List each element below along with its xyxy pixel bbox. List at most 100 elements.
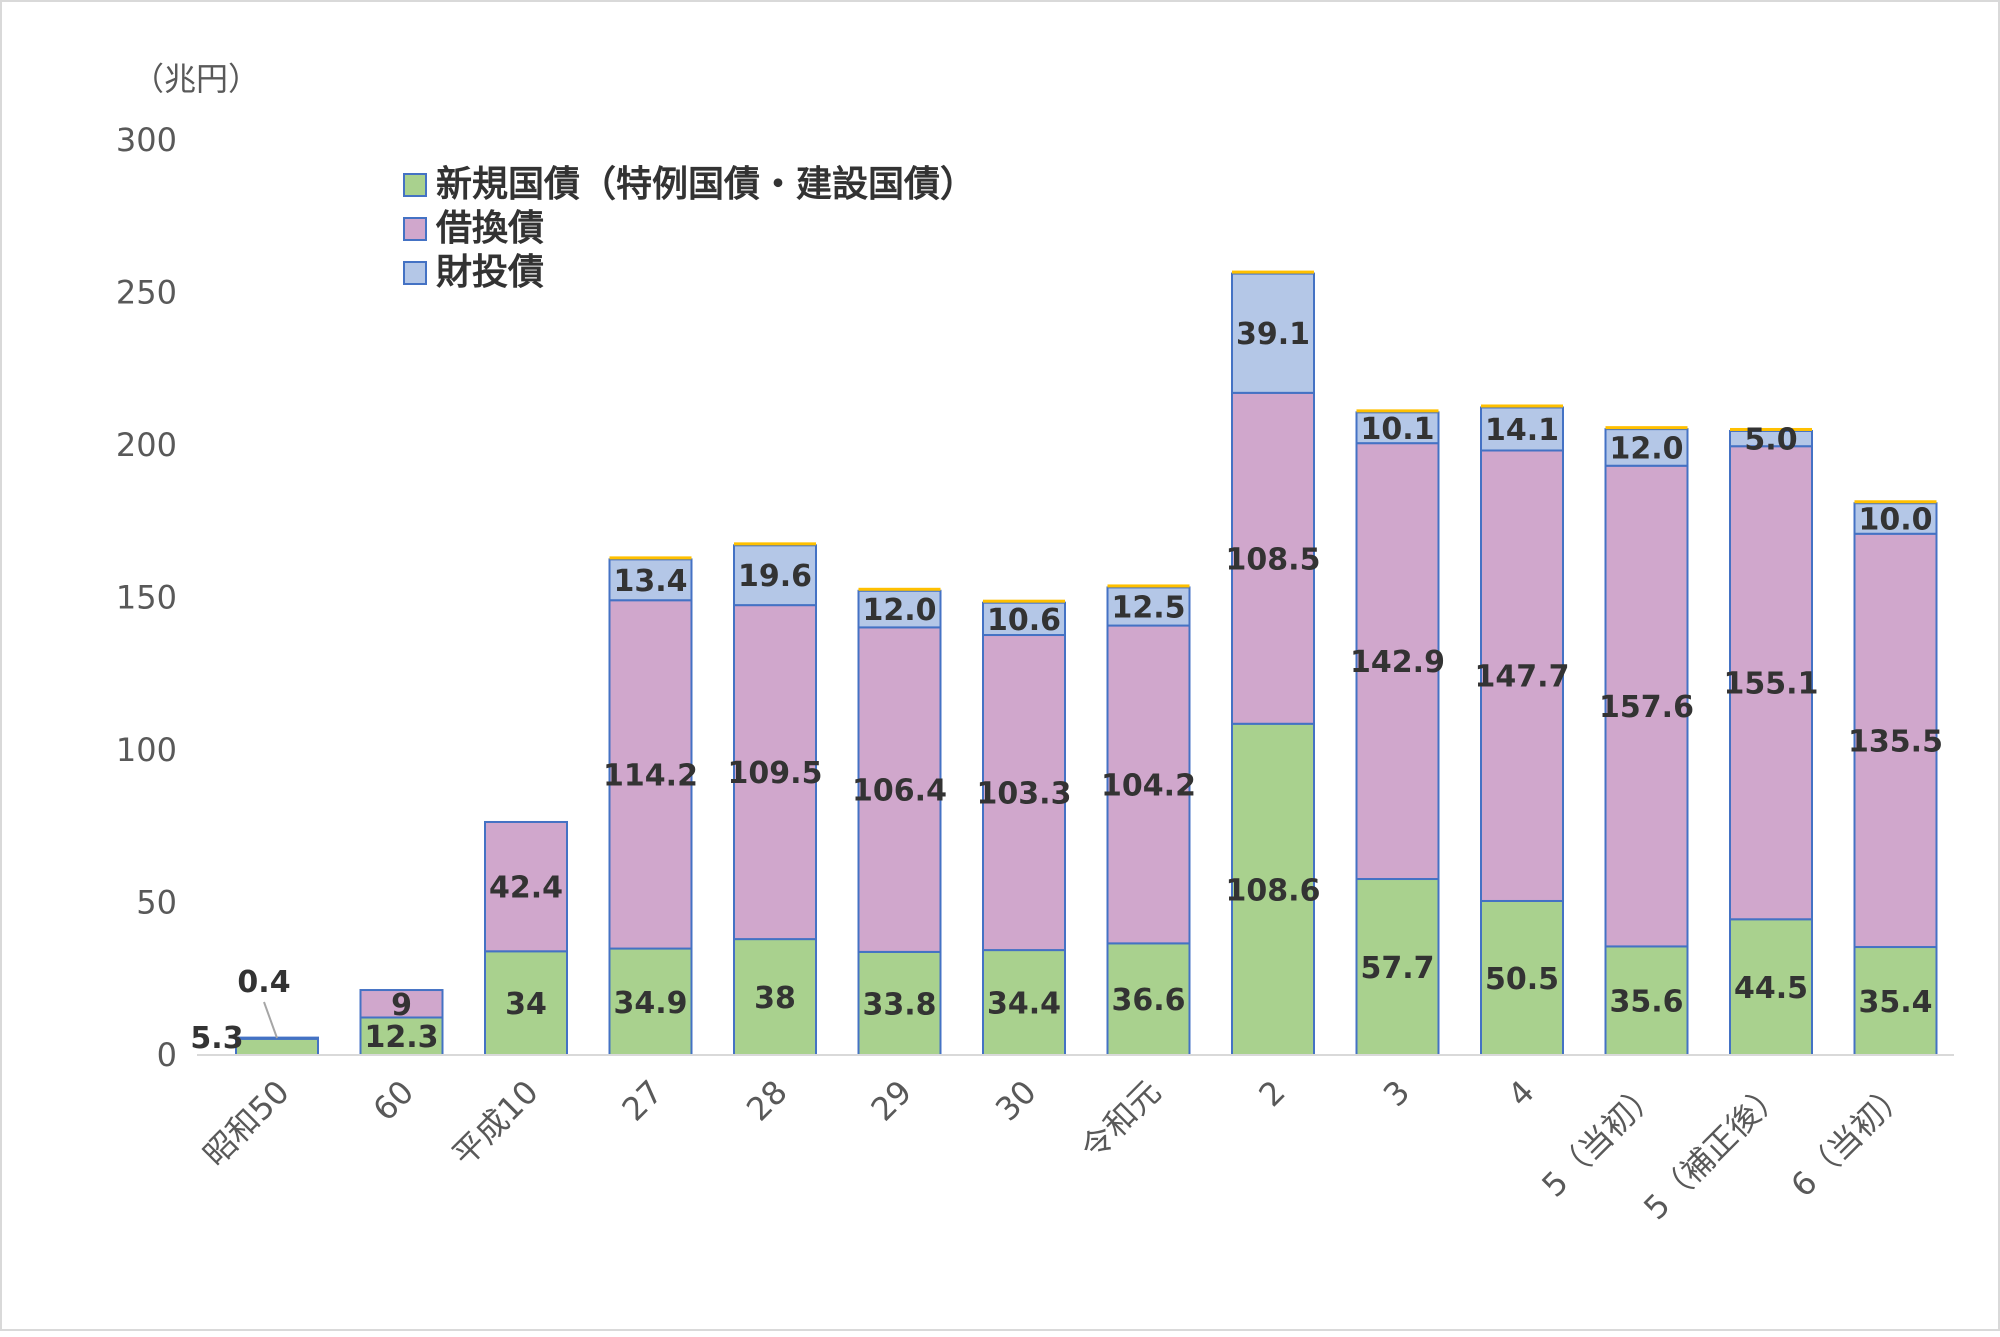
x-category-label: 昭和50 (196, 1073, 297, 1174)
x-category-label: 4 (1500, 1073, 1541, 1114)
bar-data-label: 57.7 (1360, 951, 1434, 986)
bar-segment (982, 601, 1066, 637)
bar-segment (1355, 411, 1440, 445)
bar-data-label: 19.6 (738, 559, 812, 594)
y-axis-unit-label: （兆円） (132, 60, 260, 98)
x-category-label: 28 (739, 1073, 795, 1129)
bar-segment (1231, 722, 1315, 1057)
bar-data-label: 34.4 (987, 987, 1061, 1022)
bar-data-label: 155.1 (1724, 667, 1819, 702)
bar-data-label: 157.6 (1599, 690, 1694, 725)
bar-top-cap (1605, 426, 1688, 430)
y-tick-label: 250 (116, 274, 177, 312)
bar-data-label: 103.3 (977, 777, 1072, 812)
x-category-label: 平成10 (445, 1073, 546, 1174)
bar-data-label: 13.4 (613, 564, 687, 599)
bar-data-label: 109.5 (728, 756, 823, 791)
bar-top-cap (1356, 409, 1439, 413)
bar-segment (1355, 442, 1440, 881)
bar-data-label: 12.5 (1111, 590, 1185, 625)
x-category-label: 5（当初） (1534, 1073, 1666, 1205)
bar-top-cap (983, 599, 1065, 603)
bar-segment (1729, 445, 1813, 921)
bar-segment (1604, 945, 1689, 1056)
bar-segment (359, 989, 444, 1019)
y-axis-ticks: 0 50 100 150 200 250 300 (116, 121, 177, 1074)
legend-label: 借換債 (435, 208, 544, 249)
bar-segment (733, 604, 817, 941)
y-tick-label: 300 (116, 121, 177, 159)
y-tick-label: 0 (157, 1036, 177, 1074)
bar-segment (1604, 464, 1689, 948)
bar-segment (608, 558, 693, 602)
bars-group: 5.3 0.4 12.39 34 42.4 34.9 114.2 13.4 38 109.5 19.… (190, 270, 1943, 1057)
bar-data-label: 5.0 (1744, 423, 1797, 458)
bar-data-label: 5.3 (190, 1021, 243, 1056)
bar-data-label: 34 (505, 987, 547, 1022)
x-category-label: 30 (988, 1073, 1044, 1129)
bar-data-label: 10.1 (1360, 412, 1434, 447)
x-category-label: 27 (614, 1073, 670, 1129)
legend-swatch (403, 261, 427, 285)
bar-segment (1853, 502, 1938, 535)
bar-segment (857, 626, 942, 953)
bar-segment (1231, 391, 1315, 725)
data-label-leader-line (263, 1001, 278, 1039)
bar-data-label: 10.6 (987, 603, 1061, 638)
bar-segment (1355, 878, 1440, 1057)
bar-data-label: 36.6 (1111, 983, 1185, 1018)
x-axis-labels: 昭和50 60 平成10 27 28 29 30 令和元 2 3 45（当初）5（補正後）6（当初） (196, 1073, 1915, 1227)
y-tick-label: 150 (116, 579, 177, 617)
bar-top-cap (1232, 270, 1314, 274)
bar-data-label: 135.5 (1848, 724, 1943, 759)
y-tick-label: 100 (116, 731, 177, 769)
bar-data-label: 12.3 (364, 1020, 438, 1055)
bar-data-label: 108.5 (1226, 542, 1321, 577)
bar-segment (982, 949, 1066, 1057)
bar-data-label: 35.4 (1858, 985, 1932, 1020)
bar-segment (235, 1037, 319, 1056)
bar-top-cap (1481, 404, 1563, 408)
bar-segment (1106, 586, 1191, 627)
bar-segment (733, 938, 817, 1056)
y-tick-label: 200 (116, 426, 177, 464)
bar-data-label: 33.8 (862, 987, 936, 1022)
bar-segment (1106, 942, 1191, 1056)
bar-top-cap (609, 556, 692, 560)
bar-segment (1231, 272, 1315, 394)
bar-segment (1480, 899, 1564, 1056)
x-category-label: 3 (1376, 1073, 1417, 1114)
x-category-label: 2 (1251, 1073, 1292, 1114)
bar-data-label: 147.7 (1475, 660, 1570, 695)
bar-data-label: 34.9 (613, 986, 687, 1021)
bar-segment (1106, 624, 1191, 945)
bar-data-label: 9 (391, 988, 412, 1023)
bar-data-label: 10.0 (1858, 503, 1932, 538)
x-category-label: 29 (863, 1073, 919, 1129)
bar-segment (484, 950, 568, 1056)
bar-data-label: 44.5 (1734, 971, 1808, 1006)
bar-data-label: 106.4 (852, 774, 947, 809)
bar-top-cap (1854, 500, 1937, 504)
bar-top-cap (1730, 427, 1812, 431)
bar-segment (1604, 428, 1689, 467)
bar-data-label: 108.6 (1226, 873, 1321, 908)
bar-top-cap (1107, 584, 1190, 588)
bar-segment (1853, 532, 1938, 949)
bar-segment (1480, 449, 1564, 902)
bar-segment (608, 599, 693, 950)
bar-data-label: 39.1 (1236, 317, 1310, 352)
legend-label: 新規国債（特例国債・建設国債） (436, 164, 976, 205)
bar-top-cap (858, 587, 941, 591)
bar-data-label: 0.4 (237, 965, 290, 1000)
bar-data-label: 38 (754, 981, 796, 1016)
x-category-label: 令和元 (1073, 1073, 1168, 1168)
bar-data-label: 50.5 (1485, 962, 1559, 997)
bar-data-label: 42.4 (489, 871, 563, 906)
bar-top-cap (734, 542, 816, 546)
y-tick-label: 50 (136, 884, 177, 922)
bar-segment (857, 950, 942, 1056)
bar-data-label: 114.2 (603, 758, 698, 793)
